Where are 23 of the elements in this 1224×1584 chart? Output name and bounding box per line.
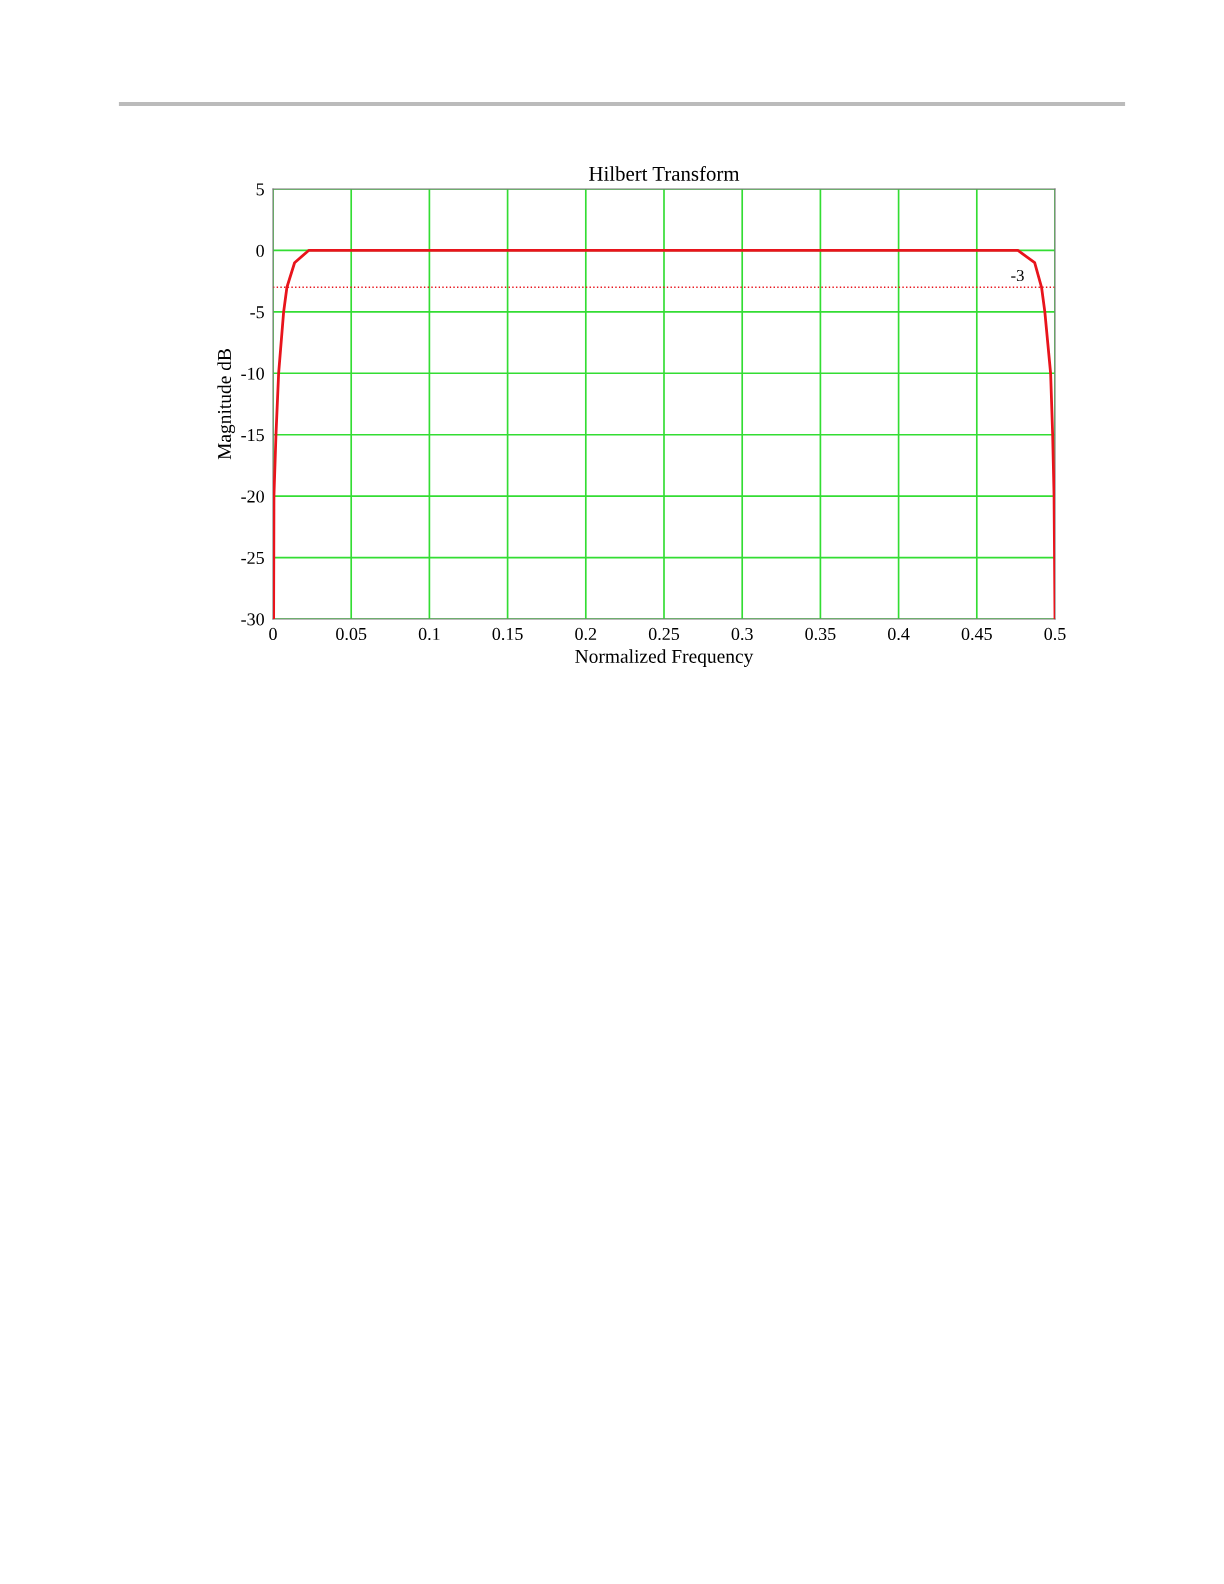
x-tick-label: 0.25 [648, 627, 680, 641]
y-tick-label: -20 [241, 490, 264, 503]
x-tick-label: 0.5 [1044, 627, 1066, 641]
x-axis-title: Normalized Frequency [575, 649, 754, 667]
x-tick-label: 0.35 [805, 627, 836, 641]
x-tick-label: 0.4 [888, 627, 910, 641]
y-axis-title: Magnitude dB [217, 349, 236, 460]
y-tick-label: -15 [241, 429, 264, 442]
chart-title: Hilbert Transform [589, 166, 740, 181]
x-tick-label: 0.1 [418, 627, 440, 641]
y-tick-label: -5 [250, 306, 264, 319]
x-tick-label: 0.3 [731, 627, 753, 641]
x-tick-label: 0 [269, 627, 277, 641]
x-tick-label: 0.45 [961, 627, 992, 641]
x-tick-label: 0.05 [336, 627, 367, 641]
y-tick-label: 0 [256, 244, 264, 257]
ref-line-label: -3 [1011, 269, 1024, 282]
y-tick-label: -30 [241, 613, 264, 626]
y-tick-label: -25 [241, 551, 264, 565]
x-tick-label: 0.2 [575, 627, 597, 641]
y-tick-label: 5 [256, 183, 264, 196]
x-tick-label: 0.15 [492, 627, 523, 641]
y-tick-label: -10 [241, 367, 264, 380]
